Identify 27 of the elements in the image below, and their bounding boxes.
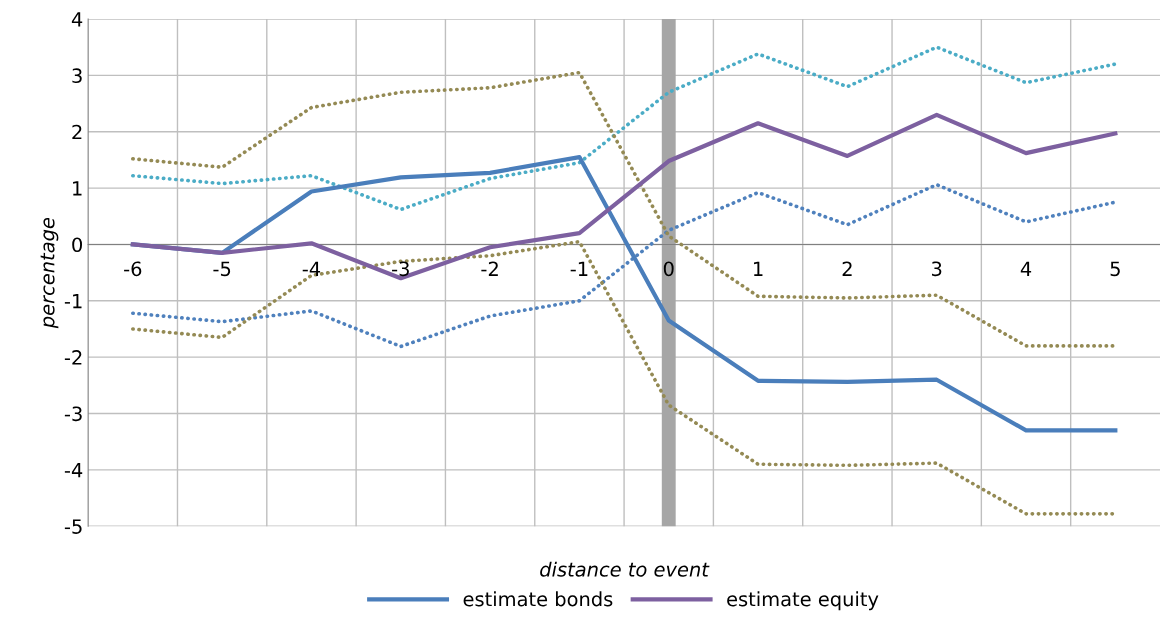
- y-tick-label: 1: [73, 181, 82, 196]
- y-axis-title: percentage: [40, 217, 59, 329]
- legend-label: estimate bonds: [463, 591, 613, 607]
- x-tick-label: 1: [754, 261, 763, 276]
- x-tick-label: -4: [302, 261, 321, 276]
- x-tick-label: 5: [1110, 261, 1120, 277]
- y-tick-label: -1: [64, 294, 82, 309]
- x-tick-label: -3: [392, 261, 409, 277]
- x-tick-label: -5: [213, 261, 231, 277]
- y-tick-label: -3: [64, 406, 82, 422]
- x-tick-label: 4: [1020, 261, 1032, 276]
- x-tick-label: -1: [570, 261, 588, 276]
- y-tick-label: 0: [72, 237, 83, 253]
- x-tick-label: 0: [663, 261, 674, 277]
- x-tick-label: -2: [481, 261, 498, 276]
- legend-label: estimate equity: [727, 591, 879, 611]
- line-series: [131, 45, 1118, 212]
- y-tick-label: -4: [64, 463, 83, 478]
- x-tick-label: 3: [932, 261, 942, 277]
- x-axis-title: distance to event: [540, 561, 710, 577]
- y-tick-label: 3: [72, 68, 82, 84]
- y-tick-label: 2: [72, 124, 82, 140]
- y-tick-label: -2: [64, 350, 82, 365]
- y-tick-label: 4: [71, 12, 83, 27]
- x-tick-label: 2: [842, 261, 852, 276]
- x-tick-label: -6: [124, 261, 142, 277]
- y-tick-label: -5: [64, 519, 82, 534]
